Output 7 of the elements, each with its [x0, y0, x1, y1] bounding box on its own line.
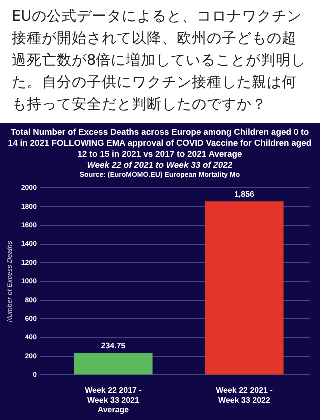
data-label: 234.75: [101, 341, 126, 350]
text: EUの公式データによると、コロナワクチン接種が開始されて以降、欧州の子どもの超過死亡数が8倍に増加していることが判明した。自分の子供にワクチン接種した親は何も持って安全だと判断したのですか？: [11, 8, 308, 115]
chart-title: Total Number of Excess Deaths across Europe among Children aged 0 to 14 in 2021 FOLLOWING EMA approval of COVID Vaccine for Children aged 12 to 15 in 2021 vs 2017 to 2021 Average: [7, 126, 313, 160]
x-tick-label: Week 22 2017 - Week 33 2021 Average: [85, 386, 142, 414]
chart-subtitle: Week 22 of 2021 to Week 33 of 2022: [86, 160, 234, 171]
data-label: 1,856: [234, 190, 256, 199]
x-tick-label: Week 22 2021 - Week 33 2022: [216, 386, 274, 405]
